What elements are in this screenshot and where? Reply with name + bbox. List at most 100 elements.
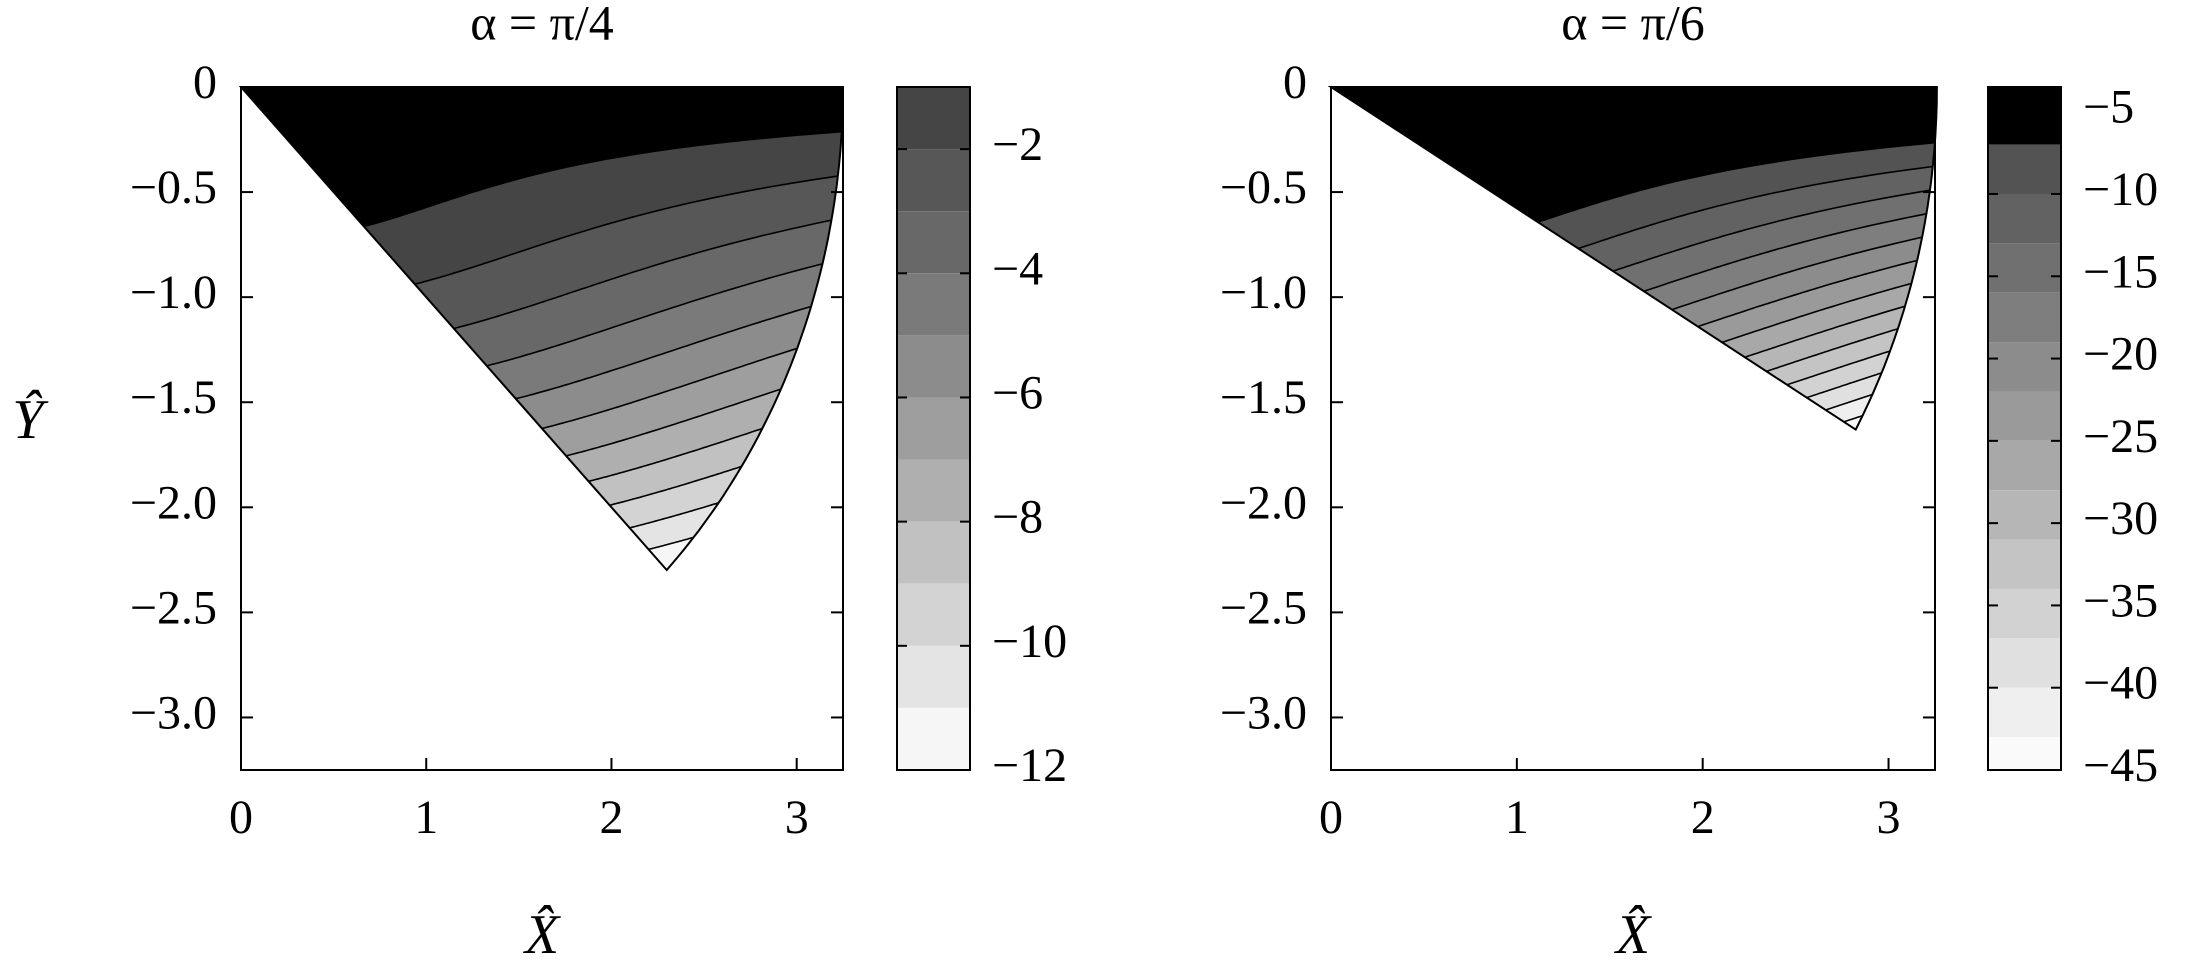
colorbar-band <box>897 583 970 646</box>
x-tick-label: 3 <box>785 791 809 844</box>
y-tick-label: −2.5 <box>130 581 217 634</box>
contour-line <box>1671 236 1923 311</box>
colorbar-tick-label: −5 <box>2083 81 2134 134</box>
colorbar-band <box>1988 687 2061 738</box>
contour-line <box>1643 213 1927 293</box>
colorbar-tick-label: −8 <box>992 491 1043 544</box>
colorbar-band <box>1988 243 2061 293</box>
colorbar-tick-label: −4 <box>992 242 1043 295</box>
wedge-outline <box>238 86 845 572</box>
colorbar-tick-label: −45 <box>2083 739 2158 792</box>
colorbar-band <box>897 645 970 708</box>
contour-line <box>414 175 838 285</box>
colorbar-tick-label: −30 <box>2083 492 2158 545</box>
contour-line <box>1744 305 1906 358</box>
colorbar-tick-label: −10 <box>992 615 1067 668</box>
y-tick-label: 0 <box>193 56 217 109</box>
y-tick-label: −1.5 <box>1220 371 1307 424</box>
x-tick-label: 0 <box>1319 791 1343 844</box>
x-tick-label: 0 <box>229 791 253 844</box>
contour-line <box>453 219 832 330</box>
chart-title: α = π/4 <box>470 0 614 50</box>
colorbar-band <box>897 87 970 150</box>
x-axis-label: X̂ <box>523 904 562 966</box>
contour-line <box>648 536 694 551</box>
x-tick-label: 1 <box>1505 791 1529 844</box>
x-tick-label: 2 <box>1691 791 1715 844</box>
contour-line <box>1825 393 1873 411</box>
y-tick-label: −0.5 <box>130 161 217 214</box>
colorbar-band <box>897 211 970 274</box>
colorbar-tick-label: −35 <box>2083 574 2158 627</box>
colorbar-tick-label: −20 <box>2083 328 2158 381</box>
colorbar-band <box>897 707 970 770</box>
contour-band <box>1825 394 1873 430</box>
colorbar-band <box>897 397 970 460</box>
colorbar-band <box>897 521 970 584</box>
x-axis-label: X̂ <box>1614 904 1653 966</box>
contour-line <box>609 465 742 507</box>
chart-title: α = π/6 <box>1561 0 1705 50</box>
contour-line <box>1766 328 1899 373</box>
y-tick-label: −0.5 <box>1220 161 1307 214</box>
y-tick-label: −1.5 <box>130 371 217 424</box>
contour-line <box>1843 414 1863 423</box>
y-tick-label: −1.0 <box>1220 266 1307 319</box>
x-tick-label: 3 <box>1877 791 1901 844</box>
colorbar-band <box>897 149 970 212</box>
colorbar-frame <box>896 86 971 771</box>
contour-band <box>1806 372 1882 430</box>
contour-line <box>541 347 798 430</box>
colorbar-band <box>1988 539 2061 589</box>
contour-line <box>363 130 842 228</box>
x-tick-label: 1 <box>414 791 438 844</box>
contour-line <box>1806 372 1882 399</box>
contour-line <box>1697 259 1918 328</box>
colorbar-band <box>1988 440 2061 491</box>
colorbar-tick-label: −2 <box>992 118 1043 171</box>
contour-line <box>1578 165 1933 250</box>
colorbar-band <box>1988 193 2061 244</box>
contour-band <box>629 502 719 570</box>
colorbar-band <box>1988 588 2061 639</box>
colorbar-band <box>897 273 970 336</box>
colorbar-band <box>1988 737 2061 770</box>
y-tick-label: −3.0 <box>130 686 217 739</box>
colorbar-tick-label: −15 <box>2083 245 2158 298</box>
y-axis-label: Ŷ <box>12 389 49 451</box>
y-tick-label: −1.0 <box>130 266 217 319</box>
colorbar-tick-label: −6 <box>992 366 1043 419</box>
colorbar-band <box>1988 638 2061 688</box>
contour-line <box>1612 189 1931 272</box>
colorbar-tick-label: −12 <box>992 739 1067 792</box>
contour-line <box>1537 141 1935 223</box>
colorbar-band <box>897 459 970 522</box>
axes-frame <box>1330 86 1936 771</box>
y-tick-label: −3.0 <box>1220 686 1307 739</box>
contour-line <box>565 388 782 457</box>
colorbar-band <box>1988 292 2061 343</box>
y-tick-label: −2.0 <box>1220 476 1307 529</box>
contour-line <box>629 502 719 529</box>
colorbar-band <box>1988 87 2061 145</box>
contour-line <box>1721 282 1912 344</box>
colorbar-band <box>1988 342 2061 392</box>
x-tick-label: 2 <box>599 791 623 844</box>
colorbar-tick-label: −10 <box>2083 163 2158 216</box>
contour-band <box>1843 415 1863 430</box>
colorbar-tick-label: −25 <box>2083 410 2158 463</box>
colorbar-band <box>1988 490 2061 540</box>
colorbar-frame <box>1987 86 2062 771</box>
contour-line <box>486 263 823 367</box>
colorbar-band <box>1988 144 2061 194</box>
colorbar-band <box>1988 391 2061 441</box>
y-tick-label: 0 <box>1283 56 1307 109</box>
y-tick-label: −2.5 <box>1220 581 1307 634</box>
y-tick-label: −2.0 <box>130 476 217 529</box>
colorbar-tick-label: −40 <box>2083 657 2158 710</box>
contour-line <box>588 427 763 483</box>
contour-line <box>1786 350 1891 386</box>
colorbar-band <box>897 335 970 398</box>
contour-line <box>515 305 812 400</box>
